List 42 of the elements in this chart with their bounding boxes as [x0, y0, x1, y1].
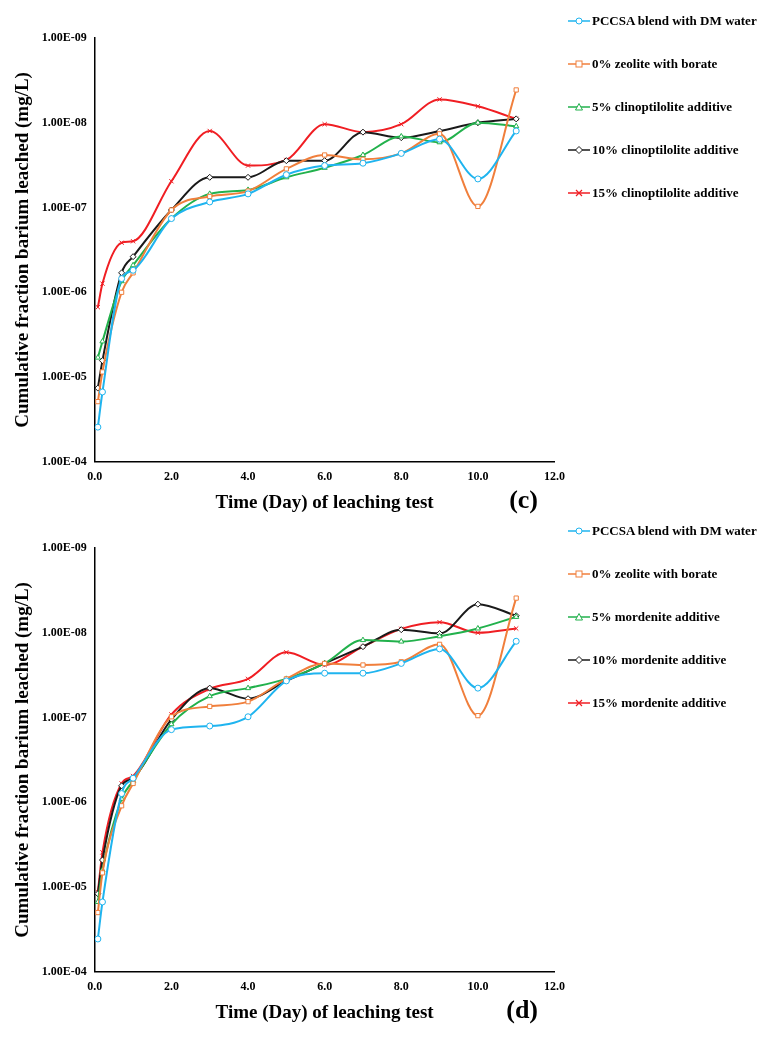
y-tick-label: 1.00E-06	[41, 284, 87, 299]
legend-label: 10% mordenite additive	[592, 651, 727, 668]
y-tick-label: 1.00E-09	[41, 30, 87, 45]
legend-label: PCCSA blend with DM water	[592, 522, 757, 539]
legend-label: 5% clinoptilolite additive	[592, 98, 733, 115]
legend-label: PCCSA blend with DM water	[592, 12, 757, 29]
x-tick-label: 4.0	[240, 979, 256, 994]
x-tick-label: 10.0	[467, 469, 489, 484]
x-tick-label: 2.0	[163, 469, 179, 484]
legend-label: 5% mordenite additive	[592, 608, 720, 625]
y-tick-label: 1.00E-04	[41, 453, 87, 468]
y-tick-label: 1.00E-05	[41, 879, 87, 894]
y-tick-label: 1.00E-08	[41, 114, 87, 129]
x-tick-label: 12.0	[544, 469, 565, 484]
y-tick-label: 1.00E-08	[41, 624, 87, 639]
x-axis-title: Time (Day) of leaching test	[215, 1000, 435, 1023]
x-tick-label: 10.0	[467, 979, 489, 994]
legend-label: 10% clinoptilolite additive	[592, 141, 739, 158]
legend-label: 15% mordenite additive	[592, 694, 727, 711]
x-tick-label: 6.0	[317, 469, 333, 484]
y-tick-label: 1.00E-09	[41, 540, 87, 555]
x-tick-label: 0.0	[87, 469, 103, 484]
y-tick-label: 1.00E-04	[41, 963, 87, 978]
text: (c)	[509, 484, 538, 514]
x-axis-title: Time (Day) of leaching test	[215, 490, 435, 513]
y-tick-label: 1.00E-06	[41, 794, 87, 809]
x-tick-label: 12.0	[544, 979, 565, 994]
y-tick-label: 1.00E-05	[41, 369, 87, 384]
text: (d)	[506, 994, 538, 1024]
legend-label: 0% zeolite with borate	[592, 565, 718, 582]
y-axis-title: Cumulative fraction barium leached (mg/L)	[11, 582, 34, 938]
x-tick-label: 0.0	[87, 979, 103, 994]
x-tick-label: 2.0	[163, 979, 179, 994]
x-tick-label: 6.0	[317, 979, 333, 994]
legend-label: 15% clinoptilolite additive	[592, 184, 739, 201]
x-tick-label: 8.0	[393, 979, 409, 994]
y-tick-label: 1.00E-07	[41, 709, 87, 724]
y-axis-title: Cumulative fraction barium leached (mg/L)	[11, 72, 34, 428]
legend-label: 0% zeolite with borate	[592, 55, 718, 72]
x-tick-label: 4.0	[240, 469, 256, 484]
y-tick-label: 1.00E-07	[41, 199, 87, 214]
x-tick-label: 8.0	[393, 469, 409, 484]
